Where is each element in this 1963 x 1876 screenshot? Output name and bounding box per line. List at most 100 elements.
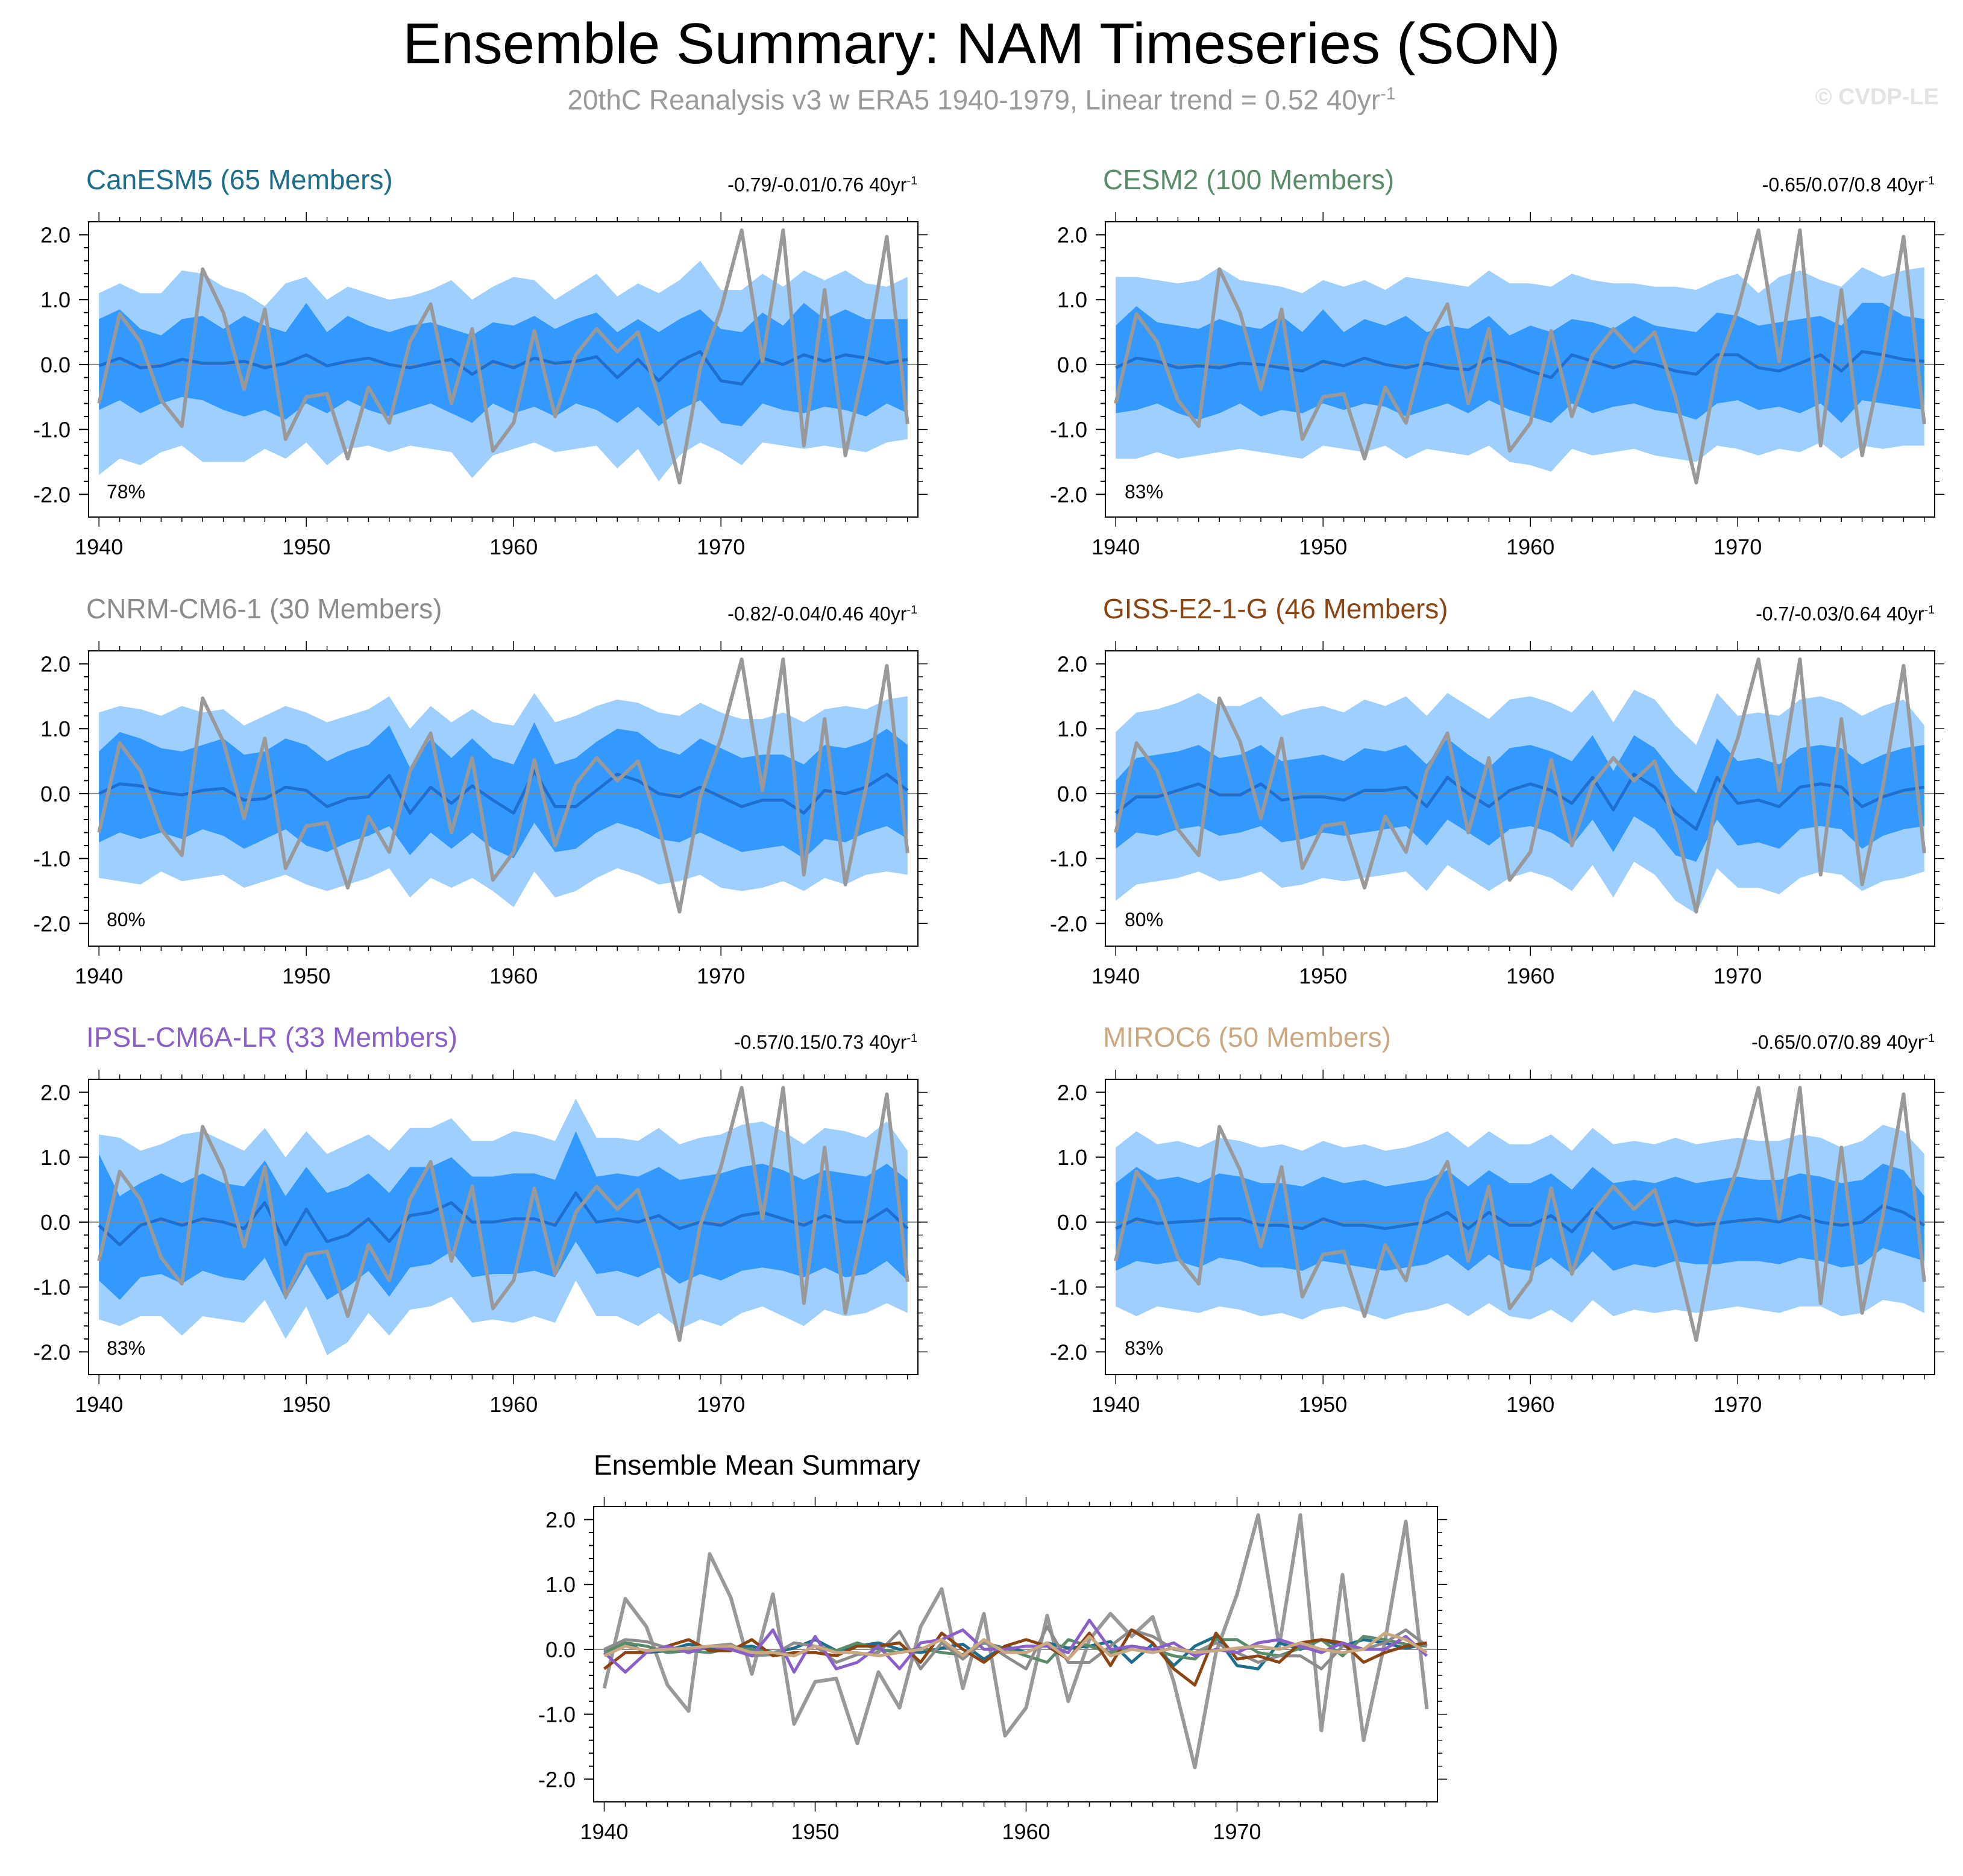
x-tick-label: 1970 [697,535,745,559]
model-mean-line-4 [603,1618,1428,1674]
y-tick-label: 2.0 [1057,223,1087,248]
percent-label-giss: 80% [1125,909,1164,930]
x-tick-label: 1940 [1091,535,1140,559]
y-tick-label: 2.0 [1057,652,1087,677]
percent-label-miroc6: 83% [1125,1337,1164,1359]
y-tick-label: 1.0 [1057,287,1087,312]
x-tick-label: 1970 [1713,1392,1762,1417]
y-tick-label: 0.0 [1057,782,1087,806]
ensemble-mean-title: Ensemble Mean Summary [594,1449,920,1481]
x-tick-label: 1940 [75,1392,123,1417]
observed-line [97,228,909,485]
y-tick-label: 1.0 [1057,1145,1087,1170]
x-tick-label: 1940 [580,1819,628,1844]
x-tick-label: 1960 [489,1392,538,1417]
plot-frame [1105,1079,1935,1375]
observed-line [1114,657,1926,914]
percent-label-cnrm: 80% [107,909,146,930]
credit-watermark: © CVDP-LE [1815,84,1939,110]
page-subtitle: 20thC Reanalysis v3 w ERA5 1940-1979, Li… [0,77,1963,116]
x-tick-label: 1950 [1299,1392,1347,1417]
panel-title-giss: GISS-E2-1-G (46 Members) [1103,593,1448,624]
trend-label-cesm2: -0.65/0.07/0.8 40yr-1 [1762,169,1935,197]
inner-spread-band [99,1131,908,1300]
plot-frame [593,1506,1438,1802]
y-tick-label: -1.0 [33,1275,71,1300]
chart-giss-e2-1-g: 2.0 1.0 0.0 -1.0 -2.0 1940 1950 1960 1970 [1050,641,1944,988]
y-tick-label: -1.0 [1050,418,1087,442]
chart-ensemble-mean-summary: 2.0 1.0 0.0 -1.0 -2.0 1940 1950 1960 1970 [538,1497,1447,1844]
trend-exponent: -1 [1924,1032,1935,1045]
plot-frame [1105,650,1935,947]
x-tick-label: 1960 [1506,964,1554,988]
chart-cesm2: 2.0 1.0 0.0 -1.0 -2.0 1940 1950 1960 1970 [1050,212,1944,559]
subtitle-text: 20thC Reanalysis v3 w ERA5 1940-1979, Li… [567,84,1381,116]
y-tick-label: -2.0 [538,1767,576,1792]
y-tick-label: -1.0 [538,1702,576,1727]
trend-text: -0.7/-0.03/0.64 40yr [1756,603,1924,625]
panel-title-canesm5: CanESM5 (65 Members) [86,164,393,195]
y-tick-label: -2.0 [1050,1340,1087,1364]
panel-title-cnrm: CNRM-CM6-1 (30 Members) [86,593,442,624]
percent-label-ipsl: 83% [107,1337,146,1359]
y-tick-label: -1.0 [33,418,71,442]
trend-text: -0.82/-0.04/0.46 40yr [727,603,907,625]
chart-miroc6: 2.0 1.0 0.0 -1.0 -2.0 1940 1950 1960 1970 [1050,1070,1944,1417]
chart-ipsl-cm6a-lr: 2.0 1.0 0.0 -1.0 -2.0 1940 1950 1960 1970 [33,1070,928,1417]
y-tick-label: 2.0 [40,1081,71,1105]
trend-label-cnrm: -0.82/-0.04/0.46 40yr-1 [727,598,917,626]
trend-exponent: -1 [906,174,917,187]
y-tick-label: -2.0 [33,1340,71,1364]
y-tick-label: 1.0 [40,717,71,741]
observed-line [97,1086,909,1342]
y-tick-label: -2.0 [1050,911,1087,936]
y-tick-label: 0.0 [1057,353,1087,377]
subtitle-exponent: -1 [1380,84,1396,104]
y-tick-label: 2.0 [545,1508,576,1532]
y-tick-label: -1.0 [33,847,71,871]
y-tick-label: 2.0 [40,652,71,677]
y-tick-label: 0.0 [40,782,71,806]
x-tick-label: 1970 [1213,1819,1261,1844]
inner-spread-band [99,722,908,859]
observed-line [1114,228,1926,485]
y-tick-label: 0.0 [40,353,71,377]
percent-label-canesm5: 78% [107,481,146,503]
x-tick-label: 1940 [1091,1392,1140,1417]
y-tick-label: -2.0 [1050,482,1087,507]
plot-frame [88,221,919,518]
trend-exponent: -1 [1924,174,1935,187]
y-tick-label: 0.0 [545,1637,576,1662]
x-tick-label: 1960 [1002,1819,1050,1844]
inner-spread-band [1116,735,1924,862]
trend-label-miroc6: -0.65/0.07/0.89 40yr-1 [1751,1026,1935,1055]
x-tick-label: 1940 [1091,964,1140,988]
ensemble-mean-line [98,1191,909,1247]
plot-frame [88,1079,919,1375]
x-tick-label: 1950 [1299,964,1347,988]
trend-text: -0.65/0.07/0.8 40yr [1762,174,1924,196]
y-tick-label: -2.0 [33,482,71,507]
trend-exponent: -1 [906,603,917,616]
x-tick-label: 1970 [697,964,745,988]
trend-label-canesm5: -0.79/-0.01/0.76 40yr-1 [727,169,917,197]
trend-exponent: -1 [1924,603,1935,616]
model-mean-line-3 [603,1628,1427,1687]
model-mean-line-5 [603,1631,1428,1661]
panel-title-miroc6: MIROC6 (50 Members) [1103,1021,1391,1053]
x-tick-label: 1950 [282,1392,330,1417]
x-tick-label: 1950 [282,964,330,988]
trend-exponent: -1 [906,1032,917,1045]
plot-frame [88,650,919,947]
trend-text: -0.79/-0.01/0.76 40yr [727,174,907,196]
x-tick-label: 1940 [75,535,123,559]
chart-canesm5: 2.0 1.0 0.0 -1.0 -2.0 1940 1950 1960 1970 [33,212,928,559]
page-title: Ensemble Summary: NAM Timeseries (SON) [403,11,1560,76]
observed-line [602,1513,1429,1769]
trend-text: -0.57/0.15/0.73 40yr [733,1031,907,1053]
x-tick-label: 1970 [1713,535,1762,559]
y-tick-label: 2.0 [40,223,71,248]
y-tick-label: 0.0 [40,1210,71,1235]
y-tick-label: -1.0 [1050,847,1087,871]
trend-label-ipsl: -0.57/0.15/0.73 40yr-1 [734,1026,917,1055]
